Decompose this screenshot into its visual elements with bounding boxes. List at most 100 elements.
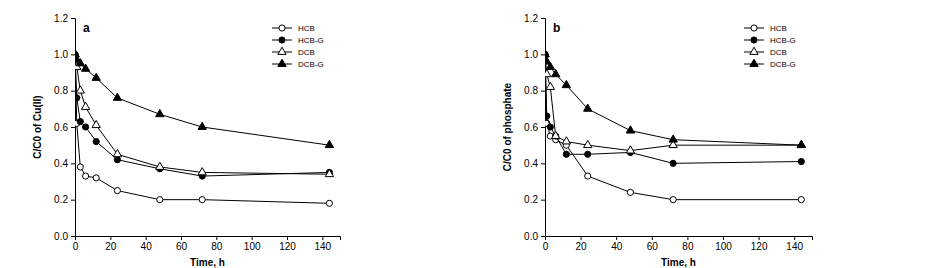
legend-item: DCB-G <box>744 59 796 69</box>
y-tick-mark <box>71 200 75 201</box>
data-point <box>83 124 89 130</box>
data-point <box>76 59 84 66</box>
x-tick-mark <box>146 236 147 240</box>
data-point <box>584 140 592 147</box>
x-tick-mark <box>322 236 323 240</box>
data-point <box>797 140 805 147</box>
y-tick-mark <box>71 236 75 237</box>
x-tick-label: 100 <box>715 241 732 252</box>
y-tick: 0.0 <box>54 231 75 242</box>
series-line <box>75 54 329 145</box>
data-point <box>81 64 89 71</box>
plot-area <box>75 50 334 207</box>
data-point <box>198 122 206 129</box>
x-tick: 100 <box>715 236 732 252</box>
y-tick: 1.0 <box>524 49 545 60</box>
x-tick-mark <box>216 236 217 240</box>
y-tick-label: 0.8 <box>54 85 68 96</box>
x-tick: 100 <box>244 236 261 252</box>
legend-item: HCB-G <box>744 36 796 45</box>
x-tick-mark <box>723 236 724 240</box>
data-point <box>157 197 163 203</box>
y-tick-label: 0.6 <box>524 122 538 133</box>
x-tick: 60 <box>176 236 188 252</box>
legend-marker <box>278 47 286 54</box>
data-point <box>77 164 83 170</box>
y-tick-label: 0.4 <box>524 158 538 169</box>
data-point <box>199 197 205 203</box>
y-tick: 0.8 <box>524 85 545 96</box>
data-point <box>113 149 121 156</box>
y-tick-mark <box>541 91 545 92</box>
data-point <box>83 173 89 179</box>
y-tick: 0.6 <box>524 122 545 133</box>
x-tick: 0 <box>73 236 79 252</box>
data-point <box>563 151 569 157</box>
x-tick-mark <box>652 236 653 240</box>
legend-label: DCB-G <box>298 60 324 69</box>
x-tick-label: 60 <box>647 241 659 252</box>
data-point <box>626 146 634 153</box>
series-line <box>75 54 329 174</box>
x-tick: 40 <box>611 236 623 252</box>
x-axis: 020406080100120140 <box>73 236 341 252</box>
data-point <box>797 140 805 147</box>
panel-label: b <box>553 21 560 35</box>
data-point <box>156 162 164 169</box>
x-tick: 140 <box>786 236 803 252</box>
x-tick: 0 <box>543 236 549 252</box>
data-point <box>584 104 592 111</box>
legend-label: DCB-G <box>770 60 796 69</box>
x-tick: 140 <box>314 236 331 252</box>
y-tick: 0.0 <box>524 231 545 242</box>
data-point <box>81 102 89 109</box>
data-point <box>77 118 83 124</box>
data-point <box>114 157 120 163</box>
y-tick: 1.2 <box>524 13 545 24</box>
legend-item: HCB <box>272 24 315 33</box>
y-tick: 0.2 <box>54 194 75 205</box>
x-tick-mark <box>687 236 688 240</box>
data-point <box>113 93 121 100</box>
legend-marker <box>750 59 758 66</box>
y-tick: 0.8 <box>54 85 75 96</box>
data-point <box>75 95 80 101</box>
series-line <box>75 54 329 176</box>
data-point <box>562 80 570 87</box>
y-axis: 0.0 0.2 0.4 0.6 0.8 1.0 1.2 <box>524 13 545 242</box>
x-tick: 120 <box>751 236 768 252</box>
x-tick-label: 60 <box>176 241 188 252</box>
x-tick-label: 80 <box>682 241 694 252</box>
x-tick-label: 100 <box>244 241 261 252</box>
y-tick-label: 1.0 <box>524 49 538 60</box>
data-point <box>545 113 550 119</box>
y-tick-mark <box>71 163 75 164</box>
x-tick-label: 20 <box>105 241 117 252</box>
y-tick: 0.2 <box>524 194 545 205</box>
y-tick-mark <box>541 200 545 201</box>
x-tick-mark <box>181 236 182 240</box>
legend-item: DCB <box>744 47 787 57</box>
legend-marker <box>751 37 757 43</box>
x-tick-label: 140 <box>314 241 331 252</box>
panel-label: a <box>83 21 90 35</box>
y-axis: 0.00.20.40.60.81.01.2 <box>54 13 75 242</box>
y-axis-line <box>541 19 546 237</box>
y-tick-label: 1.2 <box>54 13 68 24</box>
legend-label: DCB <box>298 48 315 57</box>
data-point <box>198 168 206 175</box>
y-tick-label: 0.0 <box>54 231 68 242</box>
x-tick-mark <box>616 236 617 240</box>
data-point <box>326 200 332 206</box>
data-point <box>545 50 549 57</box>
x-tick-mark <box>581 236 582 240</box>
y-tick-mark <box>71 127 75 128</box>
data-point <box>627 189 633 195</box>
data-point <box>626 126 634 133</box>
legend-label: HCB <box>770 24 787 33</box>
legend-item: DCB-G <box>272 59 324 69</box>
x-tick-label: 20 <box>576 241 588 252</box>
legend-marker <box>278 59 286 66</box>
data-point <box>76 86 84 93</box>
x-axis-line <box>76 237 341 241</box>
